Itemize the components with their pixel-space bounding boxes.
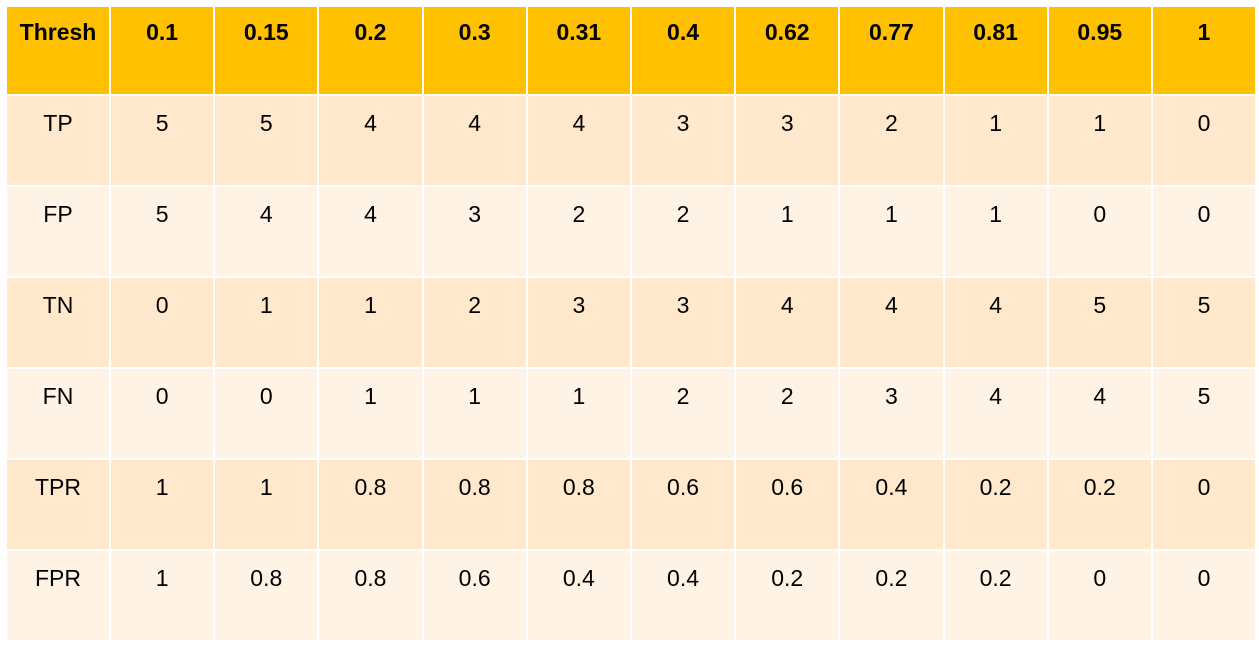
table-cell: 0: [108, 367, 216, 460]
table-cell: 0.8: [525, 458, 632, 551]
table-cell: 0: [1150, 549, 1258, 642]
table-cell: 0.4: [629, 549, 737, 642]
table-cell: 4: [1046, 367, 1153, 460]
header-threshold-cell: 0.31: [525, 5, 632, 96]
table-cell: 0: [1150, 185, 1258, 278]
header-threshold-cell: 0.3: [421, 5, 528, 96]
header-threshold-cell: 0.95: [1046, 5, 1153, 96]
table-cell: 0: [1150, 458, 1258, 551]
row-label-cell: FP: [5, 185, 111, 278]
header-threshold-cell: 0.4: [629, 5, 737, 96]
table-cell: 0.8: [317, 458, 424, 551]
table-cell: 4: [525, 94, 632, 187]
table-cell: 5: [108, 94, 216, 187]
header-threshold-cell: 0.81: [942, 5, 1049, 96]
table-cell: 3: [734, 94, 841, 187]
row-label-cell: TP: [5, 94, 111, 187]
table-cell: 0.2: [838, 549, 945, 642]
table-cell: 3: [629, 94, 737, 187]
table-cell: 4: [838, 276, 945, 369]
table-cell: 2: [525, 185, 632, 278]
table-cell: 1: [838, 185, 945, 278]
table-cell: 2: [629, 367, 737, 460]
header-threshold-cell: 0.1: [108, 5, 216, 96]
table-cell: 5: [1150, 367, 1258, 460]
threshold-table: Thresh 0.1 0.15 0.2 0.3 0.31 0.4 0.62 0.77 0.81 0…: [5, 5, 1258, 642]
table-cell: 2: [838, 94, 945, 187]
table-cell: 0.8: [421, 458, 528, 551]
row-label-cell: FN: [5, 367, 111, 460]
table-cell: 1: [108, 458, 216, 551]
row-label-cell: TPR: [5, 458, 111, 551]
table-cell: 3: [838, 367, 945, 460]
table-cell: 4: [317, 94, 424, 187]
table-cell: 0.2: [1046, 458, 1153, 551]
table-cell: 1: [421, 367, 528, 460]
table-row: TP 5 5 4 4 4 3 3 2 1 1 0: [5, 94, 1258, 187]
table-cell: 0.8: [317, 549, 424, 642]
table-cell: 3: [629, 276, 737, 369]
table-cell: 1: [317, 367, 424, 460]
table-body: TP 5 5 4 4 4 3 3 2 1 1 0 FP 5 4 4 3 2 2 1 1 1 0 0 TN 0 1 1 2 3 3 4 4 4 5 5 F…: [5, 94, 1258, 642]
table-cell: 1: [213, 458, 320, 551]
table-row: TN 0 1 1 2 3 3 4 4 4 5 5: [5, 276, 1258, 369]
table-cell: 2: [734, 367, 841, 460]
header-threshold-cell: 0.62: [734, 5, 841, 96]
table-cell: 5: [213, 94, 320, 187]
table-cell: 1: [108, 549, 216, 642]
table-cell: 0: [1046, 185, 1153, 278]
table-cell: 2: [629, 185, 737, 278]
row-label-cell: FPR: [5, 549, 111, 642]
table-cell: 5: [1150, 276, 1258, 369]
table-cell: 1: [317, 276, 424, 369]
table-cell: 3: [525, 276, 632, 369]
table-cell: 5: [1046, 276, 1153, 369]
table-cell: 0: [1150, 94, 1258, 187]
table-cell: 1: [942, 94, 1049, 187]
table-row: FP 5 4 4 3 2 2 1 1 1 0 0: [5, 185, 1258, 278]
header-threshold-cell: 0.15: [213, 5, 320, 96]
table-cell: 2: [421, 276, 528, 369]
table-cell: 0.6: [421, 549, 528, 642]
header-threshold-cell: 0.2: [317, 5, 424, 96]
table-cell: 1: [734, 185, 841, 278]
header-threshold-cell: 1: [1150, 5, 1258, 96]
row-label-cell: TN: [5, 276, 111, 369]
table-cell: 0.2: [734, 549, 841, 642]
table-cell: 4: [317, 185, 424, 278]
table-cell: 4: [213, 185, 320, 278]
table-row: FPR 1 0.8 0.8 0.6 0.4 0.4 0.2 0.2 0.2 0 0: [5, 549, 1258, 642]
table-cell: 1: [1046, 94, 1153, 187]
table-cell: 4: [942, 367, 1049, 460]
table-cell: 0: [213, 367, 320, 460]
threshold-table-container: Thresh 0.1 0.15 0.2 0.3 0.31 0.4 0.62 0.77 0.81 0…: [5, 5, 1258, 642]
table-cell: 0: [1046, 549, 1153, 642]
table-cell: 0.2: [942, 549, 1049, 642]
table-cell: 0.4: [838, 458, 945, 551]
table-cell: 4: [942, 276, 1049, 369]
table-cell: 5: [108, 185, 216, 278]
table-row: FN 0 0 1 1 1 2 2 3 4 4 5: [5, 367, 1258, 460]
table-cell: 0.6: [734, 458, 841, 551]
table-cell: 0.2: [942, 458, 1049, 551]
table-cell: 0: [108, 276, 216, 369]
table-row: TPR 1 1 0.8 0.8 0.8 0.6 0.6 0.4 0.2 0.2 0: [5, 458, 1258, 551]
table-cell: 1: [213, 276, 320, 369]
table-cell: 1: [942, 185, 1049, 278]
table-cell: 1: [525, 367, 632, 460]
table-cell: 0.6: [629, 458, 737, 551]
header-threshold-cell: 0.77: [838, 5, 945, 96]
table-cell: 0.4: [525, 549, 632, 642]
header-label-cell: Thresh: [5, 5, 111, 96]
table-cell: 4: [421, 94, 528, 187]
table-cell: 4: [734, 276, 841, 369]
header-row: Thresh 0.1 0.15 0.2 0.3 0.31 0.4 0.62 0.77 0.81 0…: [5, 5, 1258, 96]
table-cell: 0.8: [213, 549, 320, 642]
table-cell: 3: [421, 185, 528, 278]
